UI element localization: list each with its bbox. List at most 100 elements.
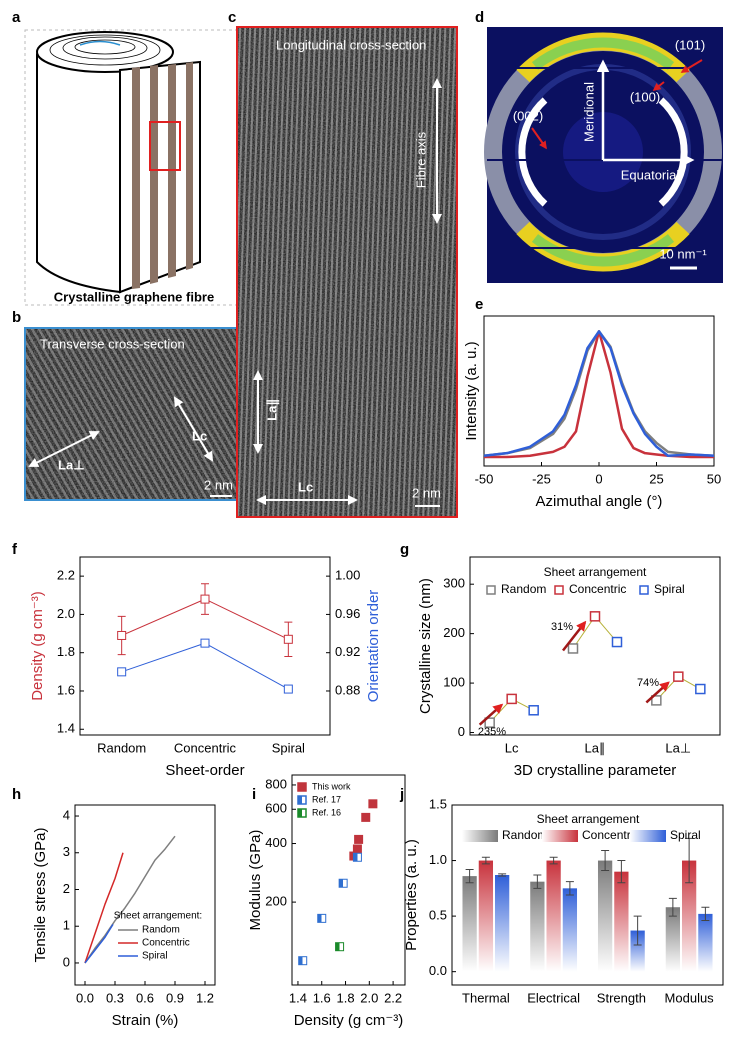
legend-label: Random xyxy=(502,828,547,842)
marker xyxy=(200,594,210,604)
image-label: Fibre axis xyxy=(413,131,428,188)
y-tick-label: 2 xyxy=(63,881,70,896)
marker xyxy=(317,913,327,923)
bar xyxy=(665,907,680,972)
image-title: Transverse cross-section xyxy=(40,336,185,351)
x-tick-label: -25 xyxy=(532,471,551,486)
y-tick-label: 0.5 xyxy=(429,908,447,923)
bar xyxy=(530,881,545,972)
error-bar xyxy=(701,906,710,922)
marker xyxy=(673,671,684,682)
error-bar xyxy=(617,860,626,884)
scale-label: 2 nm xyxy=(412,485,441,500)
panel-label: g xyxy=(400,541,409,558)
legend-swatch xyxy=(297,795,307,805)
x-tick-label: Strength xyxy=(597,990,646,1005)
error-bar xyxy=(481,856,490,865)
marker xyxy=(352,844,362,854)
x-tick-label: Spiral xyxy=(272,740,305,755)
annotation-arrow xyxy=(645,681,670,704)
scale-label: 10 nm⁻¹ xyxy=(659,246,707,261)
annotation: 31% xyxy=(551,621,573,633)
x-axis-title: Density (g cm⁻³) xyxy=(294,1012,404,1029)
y-tick-label: 1.0 xyxy=(429,852,447,867)
x-axis-title: Azimuthal angle (°) xyxy=(536,493,663,510)
bar xyxy=(630,930,645,972)
legend-label: Random xyxy=(142,925,180,936)
x-tick-label: 0.9 xyxy=(166,990,184,1005)
series-line xyxy=(84,852,124,964)
legend-swatch xyxy=(297,782,307,792)
legend-swatch xyxy=(297,808,307,818)
marker xyxy=(589,611,601,622)
marker xyxy=(200,638,210,648)
x-tick-label: 1.8 xyxy=(336,990,354,1005)
peak-label: (002) xyxy=(513,108,543,123)
bar xyxy=(495,875,510,972)
x-tick-label: -50 xyxy=(475,471,494,486)
x-axis-title: Sheet-order xyxy=(165,762,244,779)
y-tick-label: 1.4 xyxy=(57,721,75,736)
legend-label: Ref. 16 xyxy=(312,807,341,817)
bar xyxy=(681,860,697,972)
y-tick-label: 800 xyxy=(265,776,287,791)
x-tick-label: Random xyxy=(97,740,146,755)
marker xyxy=(695,683,706,695)
x-tick-label: 50 xyxy=(707,471,721,486)
error-bar xyxy=(685,837,694,884)
error-bar xyxy=(565,881,574,896)
x-tick-label: 2.0 xyxy=(360,990,378,1005)
y-tick-label: 2.0 xyxy=(57,606,75,621)
panel-label: d xyxy=(475,9,484,26)
y-tick-label: 100 xyxy=(443,675,465,690)
tem-image xyxy=(24,327,244,501)
panel-label: i xyxy=(252,786,256,803)
x-tick-label: 0.3 xyxy=(106,990,124,1005)
marker xyxy=(298,956,308,966)
image-label: Lc xyxy=(192,428,207,443)
series-line xyxy=(483,330,715,457)
y-tick-label: 0.0 xyxy=(429,963,447,978)
x-tick-label: 0 xyxy=(595,471,602,486)
marker xyxy=(283,684,293,694)
marker xyxy=(506,693,517,705)
x-tick-label: 2.2 xyxy=(384,990,402,1005)
y-axis-title: Intensity (a. u.) xyxy=(463,341,480,440)
y-tick-label: 1.5 xyxy=(429,796,447,811)
bar xyxy=(614,871,629,972)
marker xyxy=(117,667,127,677)
image-label: Lc xyxy=(298,479,313,494)
marker xyxy=(283,634,293,644)
marker xyxy=(361,812,371,822)
legend-label: Spiral xyxy=(142,951,168,962)
y-axis-title: Modulus (GPa) xyxy=(247,830,264,931)
y-tick-label: 4 xyxy=(63,807,70,822)
y-tick-label: 200 xyxy=(443,625,465,640)
legend-label: Random xyxy=(501,582,546,596)
marker xyxy=(117,630,127,640)
y2-tick-label: 0.92 xyxy=(335,644,360,659)
x-tick-label: 0.0 xyxy=(76,990,94,1005)
x-tick-label: 1.4 xyxy=(289,990,307,1005)
series-line xyxy=(84,923,114,964)
panel-label: f xyxy=(12,541,18,558)
legend-swatch xyxy=(630,830,666,842)
legend-swatch xyxy=(554,585,564,595)
bar xyxy=(478,860,494,972)
x-tick-label: Modulus xyxy=(665,990,715,1005)
y-tick-label: 200 xyxy=(265,894,287,909)
marker xyxy=(352,852,362,862)
x-tick-label: 1.6 xyxy=(313,990,331,1005)
y-axis-title: Tensile stress (GPa) xyxy=(32,827,49,962)
marker xyxy=(611,636,623,648)
y-tick-label: 1.8 xyxy=(57,644,75,659)
y-tick-label: 1.6 xyxy=(57,682,75,697)
x-tick-label: La⊥ xyxy=(665,740,691,755)
x-tick-label: Thermal xyxy=(462,990,510,1005)
y-axis-title: Properties (a. u.) xyxy=(403,839,420,951)
bar xyxy=(462,876,477,972)
plot-frame xyxy=(451,804,724,986)
annotation-arrow xyxy=(478,703,504,726)
image-label: La⊥ xyxy=(58,457,85,472)
